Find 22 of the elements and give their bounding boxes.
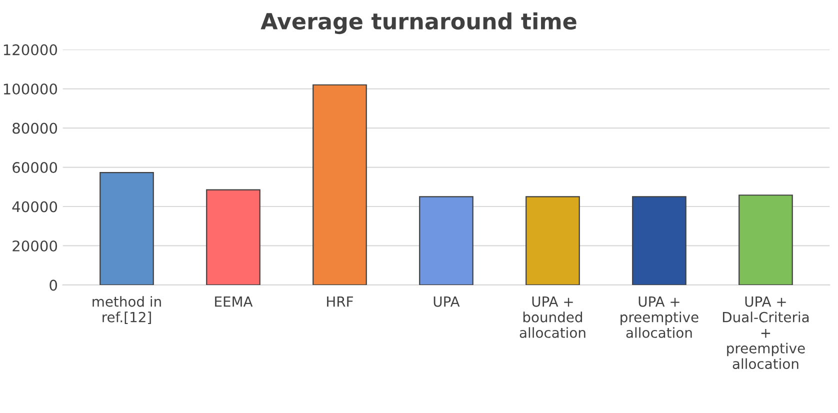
y-tick-label: 120000 (4, 44, 58, 56)
bar (632, 196, 686, 285)
y-tick-label: 60000 (12, 162, 58, 174)
x-tick-label: UPA + preemptive allocation (620, 296, 698, 338)
y-tick-label: 0 (50, 280, 58, 291)
y-tick-label: 80000 (12, 122, 58, 134)
chart-title: Average turnaround time (260, 12, 576, 34)
y-tick-label: 40000 (12, 201, 58, 212)
bar (206, 189, 260, 285)
bar (419, 196, 474, 285)
x-tick-label: HRF (327, 296, 353, 307)
x-tick-label: EEMA (215, 296, 253, 307)
x-tick-label: method in ref.[12] (92, 296, 161, 324)
x-tick-label: UPA (434, 296, 460, 307)
x-tick-label: UPA + Dual-Criteria + preemptive allocation (722, 296, 809, 370)
bar (100, 172, 154, 285)
y-tick-label: 100000 (4, 84, 58, 95)
bar (526, 196, 580, 285)
x-tick-label: UPA + bounded allocation (520, 296, 586, 338)
y-tick-label: 20000 (12, 240, 58, 252)
bar (312, 84, 367, 285)
bar (738, 194, 793, 285)
